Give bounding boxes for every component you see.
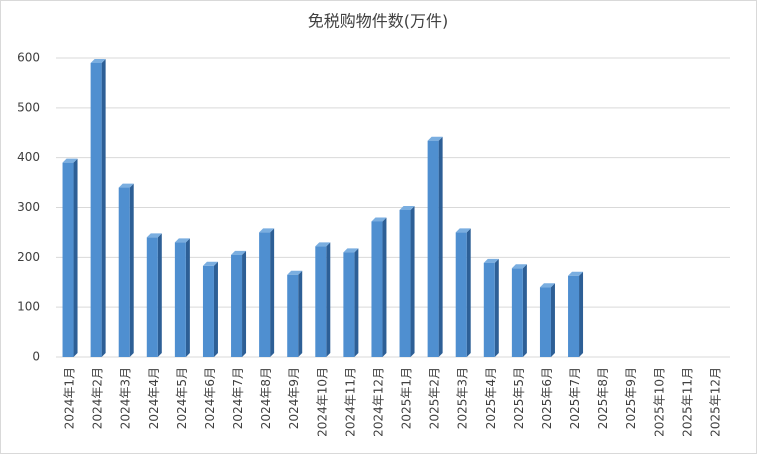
x-tick-label: 2025年12月 xyxy=(708,367,722,437)
bar-depth xyxy=(213,261,218,357)
bar xyxy=(118,187,130,357)
bar-depth xyxy=(382,217,387,357)
bar-top xyxy=(483,258,499,263)
x-tick-label: 2024年10月 xyxy=(315,367,329,437)
x-tick-label: 2024年12月 xyxy=(371,367,385,437)
x-tick-label: 2024年5月 xyxy=(175,367,189,429)
x-tick-label: 2024年6月 xyxy=(203,367,217,429)
bar xyxy=(399,209,411,357)
x-tick-label: 2024年3月 xyxy=(119,367,133,429)
bar-depth xyxy=(466,228,471,357)
bar-top xyxy=(539,283,555,288)
x-tick-label: 2025年2月 xyxy=(428,367,442,429)
bar xyxy=(174,242,186,357)
bar xyxy=(427,140,439,357)
x-tick-label: 2025年7月 xyxy=(568,367,582,429)
y-tick-label: 500 xyxy=(17,100,40,114)
bar xyxy=(259,232,271,357)
bar xyxy=(455,232,467,357)
y-tick-label: 600 xyxy=(17,51,40,65)
bar-top xyxy=(90,58,106,63)
bar-depth xyxy=(550,283,555,357)
chart-title: 免税购物件数(万件) xyxy=(308,12,449,31)
bar-top xyxy=(202,261,218,266)
y-tick-label: 100 xyxy=(17,300,40,314)
bar xyxy=(371,221,383,357)
bar xyxy=(539,287,551,357)
bar-top xyxy=(343,248,359,253)
x-tick-label: 2025年5月 xyxy=(512,367,526,429)
bar-top xyxy=(146,233,162,238)
bar xyxy=(343,252,355,357)
y-tick-label: 400 xyxy=(17,150,40,164)
bar-top xyxy=(427,136,443,141)
bar-depth xyxy=(298,270,303,357)
bar-top xyxy=(259,228,275,233)
x-tick-label: 2024年9月 xyxy=(287,367,301,429)
x-tick-label: 2024年2月 xyxy=(91,367,105,429)
bar-depth xyxy=(410,205,415,357)
bar-depth xyxy=(185,238,190,357)
bar-top xyxy=(315,242,331,247)
x-tick-label: 2024年8月 xyxy=(259,367,273,429)
x-tick-label: 2024年4月 xyxy=(147,367,161,429)
bar-depth xyxy=(73,158,78,357)
bar xyxy=(90,62,102,357)
bar-top xyxy=(399,205,415,210)
x-tick-label: 2025年6月 xyxy=(540,367,554,429)
x-tick-label: 2025年9月 xyxy=(624,367,638,429)
x-tick-label: 2025年3月 xyxy=(456,367,470,429)
bar-depth xyxy=(242,250,247,357)
x-tick-label: 2025年1月 xyxy=(400,367,414,429)
bar-top xyxy=(62,158,78,163)
x-tick-label: 2024年7月 xyxy=(231,367,245,429)
x-tick-label: 2024年1月 xyxy=(63,367,77,429)
bar xyxy=(62,162,74,357)
bar xyxy=(287,274,299,357)
bar-depth xyxy=(579,271,584,357)
bar-depth xyxy=(522,264,527,357)
bar-top xyxy=(118,183,134,188)
x-tick-label: 2025年11月 xyxy=(680,367,694,437)
bar-top xyxy=(455,228,471,233)
y-tick-label: 200 xyxy=(17,250,40,264)
bar-depth xyxy=(494,258,499,357)
bar-depth xyxy=(157,233,162,357)
bar-top xyxy=(174,238,190,243)
bar-top xyxy=(231,250,247,255)
bar xyxy=(315,246,327,357)
bar-depth xyxy=(354,248,359,357)
x-tick-label: 2025年4月 xyxy=(484,367,498,429)
bar xyxy=(202,265,214,357)
bar xyxy=(146,237,158,357)
bar xyxy=(568,275,580,357)
x-tick-label: 2024年11月 xyxy=(343,367,357,437)
bar xyxy=(511,268,523,357)
bar-depth xyxy=(438,136,443,357)
bar-top xyxy=(287,270,303,275)
bar-depth xyxy=(326,242,331,357)
bar xyxy=(483,262,495,357)
x-tick-label: 2025年10月 xyxy=(652,367,666,437)
bar-depth xyxy=(270,228,275,357)
x-tick-label: 2025年8月 xyxy=(596,367,610,429)
bar-depth xyxy=(129,183,134,357)
bar xyxy=(231,254,243,357)
y-tick-label: 0 xyxy=(32,350,40,364)
bar-top xyxy=(371,217,387,222)
bar-top xyxy=(511,264,527,269)
bar-depth xyxy=(101,58,106,357)
bar-top xyxy=(568,271,584,276)
y-tick-label: 300 xyxy=(17,200,40,214)
